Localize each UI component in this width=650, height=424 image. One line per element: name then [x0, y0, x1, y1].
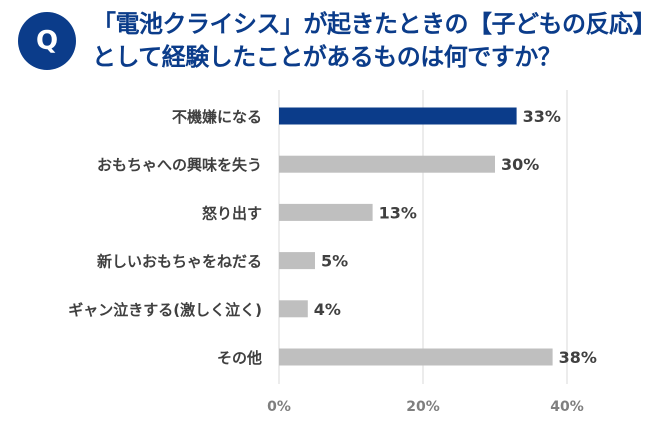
bar — [279, 203, 373, 221]
bar — [279, 155, 495, 173]
category-label: その他 — [217, 349, 262, 367]
category-label: ギャン泣きする(激しく泣く) — [68, 301, 262, 319]
category-label: おもちゃへの興味を失う — [97, 156, 262, 174]
data-label: 4% — [314, 300, 341, 319]
category-label: 新しいおもちゃをねだる — [97, 253, 262, 271]
category-label: 怒り出す — [202, 204, 262, 222]
data-label: 33% — [523, 107, 561, 126]
bar — [279, 300, 308, 318]
question-title-line-1: 「電池クライシス」が起きたときの【子どもの反応】 — [92, 10, 650, 38]
data-label: 30% — [501, 155, 539, 174]
bar — [279, 252, 315, 270]
question-title: 「電池クライシス」が起きたときの【子どもの反応】 として経験したことがあるものは… — [92, 8, 650, 74]
bar-highlighted — [279, 107, 517, 125]
x-tick-label: 40% — [550, 399, 584, 415]
data-label: 5% — [321, 252, 348, 271]
x-tick-label: 0% — [267, 399, 291, 415]
bar — [279, 348, 553, 366]
data-label: 38% — [559, 348, 597, 367]
x-tick-label: 20% — [406, 399, 440, 415]
question-badge: Q — [18, 12, 76, 70]
data-label: 13% — [379, 203, 417, 222]
question-title-line-2: として経験したことがあるものは何ですか？ — [92, 43, 562, 71]
category-label: 不機嫌になる — [172, 108, 262, 126]
question-badge-letter: Q — [35, 26, 59, 56]
